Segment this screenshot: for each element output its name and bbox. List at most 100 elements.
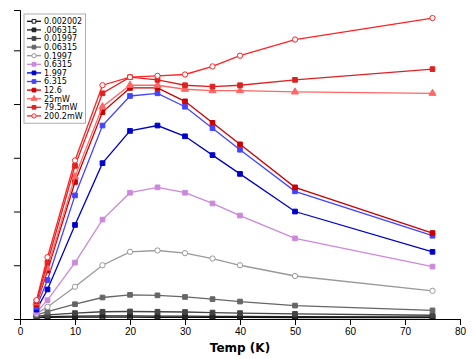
data-point bbox=[126, 81, 133, 87]
legend-marker bbox=[32, 80, 36, 84]
x-tick-label: 80 bbox=[455, 326, 467, 337]
data-point bbox=[155, 309, 160, 314]
data-point bbox=[430, 249, 435, 254]
data-point bbox=[210, 310, 215, 315]
data-point bbox=[429, 89, 436, 95]
data-point bbox=[73, 260, 78, 265]
data-point bbox=[183, 190, 188, 195]
x-tick-label: 30 bbox=[180, 326, 192, 337]
x-tick: 80 bbox=[455, 319, 467, 337]
series-line bbox=[37, 93, 433, 307]
data-point bbox=[100, 91, 105, 96]
y-tick bbox=[14, 265, 20, 266]
series bbox=[34, 86, 435, 307]
data-point bbox=[128, 309, 133, 314]
y-tick-mark bbox=[14, 319, 20, 320]
data-point bbox=[430, 67, 435, 72]
data-point bbox=[72, 158, 77, 163]
data-point bbox=[73, 223, 78, 228]
data-point bbox=[73, 302, 78, 307]
x-axis-line bbox=[21, 320, 461, 326]
x-tick-label: 20 bbox=[125, 326, 137, 337]
data-point bbox=[45, 309, 50, 314]
series-line bbox=[37, 316, 433, 317]
data-point bbox=[73, 193, 78, 198]
series bbox=[34, 91, 435, 309]
data-point bbox=[100, 309, 105, 314]
data-point bbox=[155, 91, 160, 96]
data-point bbox=[210, 64, 215, 69]
y-tick-mark bbox=[14, 104, 20, 105]
series-line bbox=[37, 250, 433, 313]
legend-marker bbox=[32, 19, 36, 23]
data-point bbox=[128, 190, 133, 195]
data-point bbox=[210, 126, 215, 131]
data-point bbox=[100, 123, 105, 128]
x-tick-mark bbox=[75, 319, 76, 325]
data-point bbox=[210, 84, 215, 89]
x-tick: 10 bbox=[70, 319, 82, 337]
data-point bbox=[182, 72, 187, 77]
series-line bbox=[37, 311, 433, 316]
series-line bbox=[37, 18, 433, 300]
data-point bbox=[293, 312, 298, 317]
series-line bbox=[37, 187, 433, 312]
x-tick: 50 bbox=[290, 319, 302, 337]
data-point bbox=[34, 298, 39, 303]
x-tick-mark bbox=[295, 319, 296, 325]
x-tick: 30 bbox=[180, 319, 192, 337]
y-tick-mark bbox=[14, 50, 20, 51]
x-tick-mark bbox=[130, 319, 131, 325]
x-tick: 60 bbox=[345, 319, 357, 337]
data-point bbox=[237, 53, 242, 58]
data-point bbox=[430, 313, 435, 318]
data-point bbox=[100, 263, 105, 268]
series bbox=[34, 292, 435, 317]
series-line bbox=[37, 316, 433, 318]
x-axis-title: Temp (K) bbox=[210, 341, 270, 355]
data-point bbox=[45, 304, 50, 309]
plot: 01020304050607080Temp (K)0.002002.006315… bbox=[14, 11, 466, 356]
y-axis bbox=[14, 11, 21, 320]
series bbox=[34, 185, 435, 315]
data-point bbox=[183, 310, 188, 315]
data-point bbox=[72, 284, 77, 289]
x-tick: 70 bbox=[400, 319, 412, 337]
data-point bbox=[128, 129, 133, 134]
data-point bbox=[430, 288, 435, 293]
x-tick-label: 50 bbox=[290, 326, 302, 337]
data-point bbox=[100, 161, 105, 166]
legend-marker bbox=[32, 54, 36, 58]
y-tick bbox=[14, 104, 20, 105]
y-tick-mark bbox=[14, 265, 20, 266]
data-point bbox=[237, 263, 242, 268]
series-line bbox=[37, 126, 433, 310]
legend-marker bbox=[32, 105, 36, 109]
data-point bbox=[210, 121, 215, 126]
legend: 0.002002.0063150.019970.063150.19970.631… bbox=[24, 14, 86, 123]
data-point bbox=[430, 15, 435, 20]
x-tick: 40 bbox=[235, 319, 247, 337]
x-tick-mark bbox=[460, 319, 461, 325]
data-point bbox=[238, 299, 243, 304]
x-tick-label: 40 bbox=[235, 326, 247, 337]
data-point bbox=[183, 295, 188, 300]
data-point bbox=[128, 292, 133, 297]
series-line bbox=[37, 88, 433, 304]
data-point bbox=[45, 255, 50, 260]
data-point bbox=[291, 88, 298, 94]
series bbox=[34, 309, 435, 319]
y-tick bbox=[14, 158, 20, 159]
data-point bbox=[293, 209, 298, 214]
series-layer bbox=[33, 15, 436, 319]
data-point bbox=[238, 213, 243, 218]
data-point bbox=[128, 75, 133, 80]
x-tick-label: 70 bbox=[400, 326, 412, 337]
data-point bbox=[292, 273, 297, 278]
data-point bbox=[155, 73, 160, 78]
series-line bbox=[37, 295, 433, 315]
y-tick-mark bbox=[14, 212, 20, 213]
legend-marker bbox=[32, 71, 36, 75]
data-point bbox=[127, 75, 132, 80]
data-point bbox=[238, 142, 243, 147]
